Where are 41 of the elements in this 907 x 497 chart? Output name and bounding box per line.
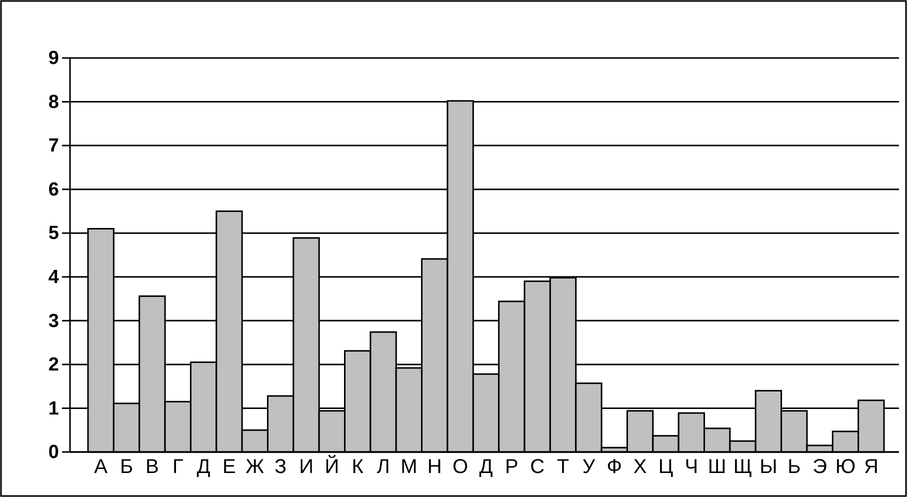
x-tick-label: Б <box>120 456 134 478</box>
x-tick-label: К <box>352 456 364 478</box>
y-tick-label: 4 <box>48 266 60 288</box>
x-tick-label: Ц <box>658 456 674 478</box>
x-tick-label: В <box>146 456 159 478</box>
x-tick-label: Д <box>196 456 211 478</box>
x-tick-label: З <box>274 456 287 478</box>
x-tick-label: О <box>452 456 468 478</box>
x-tick-label: Н <box>427 456 442 478</box>
x-tick-label: Г <box>172 456 184 478</box>
x-tick-label: Щ <box>733 456 752 478</box>
x-tick-label: Р <box>505 456 518 478</box>
x-tick-label: А <box>94 456 108 478</box>
x-tick-label: Ь <box>788 456 801 478</box>
x-tick-label: Ж <box>246 456 265 478</box>
y-tick-label: 5 <box>48 223 60 244</box>
y-tick-label: 7 <box>48 136 59 157</box>
x-tick-label: Е <box>222 456 236 478</box>
y-tick-label: 1 <box>48 398 60 420</box>
x-tick-label: Ч <box>684 456 698 478</box>
x-tick-label: Ю <box>835 456 856 478</box>
x-tick-label: У <box>582 456 596 478</box>
x-tick-label: Т <box>556 456 570 478</box>
x-tick-label: Я <box>864 456 878 478</box>
x-tick-label: Э <box>812 456 827 478</box>
y-tick-label: 2 <box>48 354 59 376</box>
x-tick-label: Ы <box>760 456 778 478</box>
x-tick-label: Д <box>479 456 494 478</box>
x-tick-label: Ш <box>708 456 726 478</box>
x-tick-label: И <box>299 456 314 478</box>
x-tick-label: Ф <box>606 456 622 478</box>
y-tick-label: 3 <box>48 310 59 332</box>
y-tick-label: 0 <box>48 442 59 464</box>
y-tick-label: 9 <box>48 48 59 70</box>
x-tick-label: Й <box>324 454 340 478</box>
y-tick-label: 6 <box>48 179 59 200</box>
x-tick-label: М <box>400 456 418 478</box>
y-tick-label: 8 <box>48 92 59 113</box>
x-tick-label: Х <box>633 456 647 478</box>
x-tick-label: Л <box>376 456 390 478</box>
x-tick-label: С <box>530 456 545 478</box>
